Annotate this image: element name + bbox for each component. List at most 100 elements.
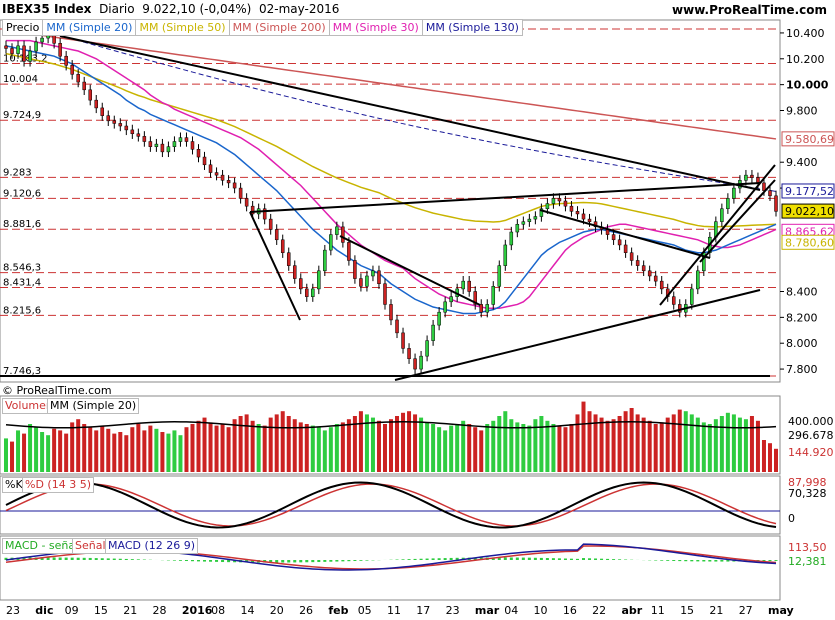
volume-bar — [70, 422, 75, 472]
macd-histogram-bar — [690, 560, 694, 562]
macd-histogram-bar — [203, 560, 207, 562]
legend-ma20[interactable]: MM (Simple 20) — [43, 20, 137, 35]
x-axis-label: 23 — [446, 604, 460, 617]
volume-bar — [214, 425, 219, 472]
macd-histogram-bar — [407, 559, 411, 560]
x-axis-label: 27 — [739, 604, 753, 617]
candle-body — [509, 231, 514, 246]
volume-axis-label: 296.678 — [788, 429, 834, 442]
volume-bar — [701, 422, 706, 472]
macd-histogram-bar — [413, 558, 417, 560]
axis-tick-label: 9.400 — [786, 156, 818, 169]
candle-body — [395, 319, 399, 334]
volume-bar — [539, 416, 544, 472]
level-label: 10.004 — [3, 74, 38, 85]
macd-histogram-bar — [575, 558, 579, 560]
candle-body — [545, 203, 550, 210]
stoch-panel-sub[interactable]: %D (14 3 5) — [22, 477, 94, 493]
macd-axis-label: 113,50 — [788, 541, 827, 554]
trend-line — [394, 289, 761, 381]
candle-body — [124, 125, 129, 131]
volume-bar — [401, 412, 406, 472]
macd-histogram-bar — [509, 557, 513, 560]
legend-ma50[interactable]: MM (Simple 50) — [136, 20, 230, 35]
volume-bar — [563, 427, 568, 472]
candle-body — [10, 48, 14, 54]
candle-body — [22, 45, 26, 62]
macd-histogram-bar — [293, 560, 297, 563]
macd-histogram-bar — [401, 559, 405, 560]
macd-histogram-bar — [672, 560, 676, 561]
price-tag — [781, 183, 835, 199]
macd-histogram-bar — [618, 559, 622, 560]
volume-bar — [148, 425, 153, 472]
volume-bar — [575, 414, 580, 472]
volume-panel-ma[interactable]: MM (Simple 20) — [47, 398, 140, 414]
x-axis-label: 11 — [651, 604, 665, 617]
macd-histogram-bar — [654, 560, 658, 561]
indicator-legend[interactable]: Precio MM (Simple 20) MM (Simple 50) MM … — [2, 19, 523, 36]
volume-bar — [82, 424, 87, 472]
volume-bar — [767, 443, 772, 472]
axis-tick-label: 8.000 — [786, 337, 818, 350]
volume-bar — [413, 414, 418, 472]
volume-bar — [226, 427, 231, 472]
stoch-axis-label: 87,998 — [788, 476, 827, 489]
volume-bar — [707, 424, 712, 472]
candle-body — [623, 244, 628, 253]
volume-bar — [316, 427, 321, 472]
macd-histogram-bar — [136, 559, 140, 560]
legend-ma30[interactable]: MM (Simple 30) — [330, 20, 423, 35]
level-label: 8.881,6 — [3, 219, 41, 230]
stoch-panel-title[interactable]: %K — [2, 477, 26, 493]
candle-body — [491, 286, 496, 305]
level-label: 9.283 — [3, 167, 32, 178]
volume-bar — [172, 430, 177, 472]
x-axis-label: dic — [35, 604, 53, 617]
volume-bar — [551, 424, 556, 472]
candle-body — [226, 180, 231, 184]
volume-bar — [46, 435, 51, 472]
candle-body — [744, 174, 748, 181]
trend-line — [249, 182, 761, 213]
x-axis-label: feb — [328, 604, 348, 617]
candle-body — [178, 137, 183, 142]
price-tag — [781, 234, 835, 250]
macd-histogram-bar — [287, 560, 291, 563]
x-axis-label: 22 — [592, 604, 606, 617]
x-axis-label: 28 — [153, 604, 167, 617]
candle-body — [671, 296, 676, 305]
candle-body — [136, 133, 141, 137]
legend-ma130[interactable]: MM (Simple 130) — [425, 21, 519, 34]
candle-body — [449, 296, 453, 303]
candle-body — [347, 242, 351, 261]
candle-body — [515, 224, 520, 233]
volume-bar — [328, 427, 333, 472]
volume-bar — [677, 409, 682, 472]
candle-body — [569, 205, 574, 212]
legend-price[interactable]: Precio — [3, 20, 44, 35]
volume-bar — [521, 424, 526, 472]
x-axis-label: 05 — [358, 604, 372, 617]
macd-histogram-bar — [569, 558, 573, 560]
candle-body — [317, 270, 321, 290]
candle-body — [94, 99, 98, 109]
x-axis-label: 21 — [709, 604, 723, 617]
candle-body — [329, 234, 333, 251]
volume-bar — [160, 432, 165, 472]
volume-bar — [130, 427, 135, 472]
macd-panel-title[interactable]: MACD - señal — [2, 538, 82, 554]
x-axis-label: 21 — [123, 604, 137, 617]
macd-histogram-bar — [539, 557, 543, 560]
macd-panel-sub1[interactable]: Señal — [72, 538, 109, 554]
macd-histogram-bar — [726, 560, 730, 562]
volume-panel-title[interactable]: Volumen — [2, 398, 56, 414]
candle-body — [311, 288, 315, 297]
volume-bar — [587, 411, 592, 472]
candle-body — [629, 252, 634, 261]
candle-body — [100, 107, 104, 116]
macd-panel-sub2[interactable]: MACD (12 26 9) — [105, 538, 199, 554]
legend-ma200[interactable]: MM (Simple 200) — [230, 20, 330, 35]
candle-body — [437, 311, 441, 326]
